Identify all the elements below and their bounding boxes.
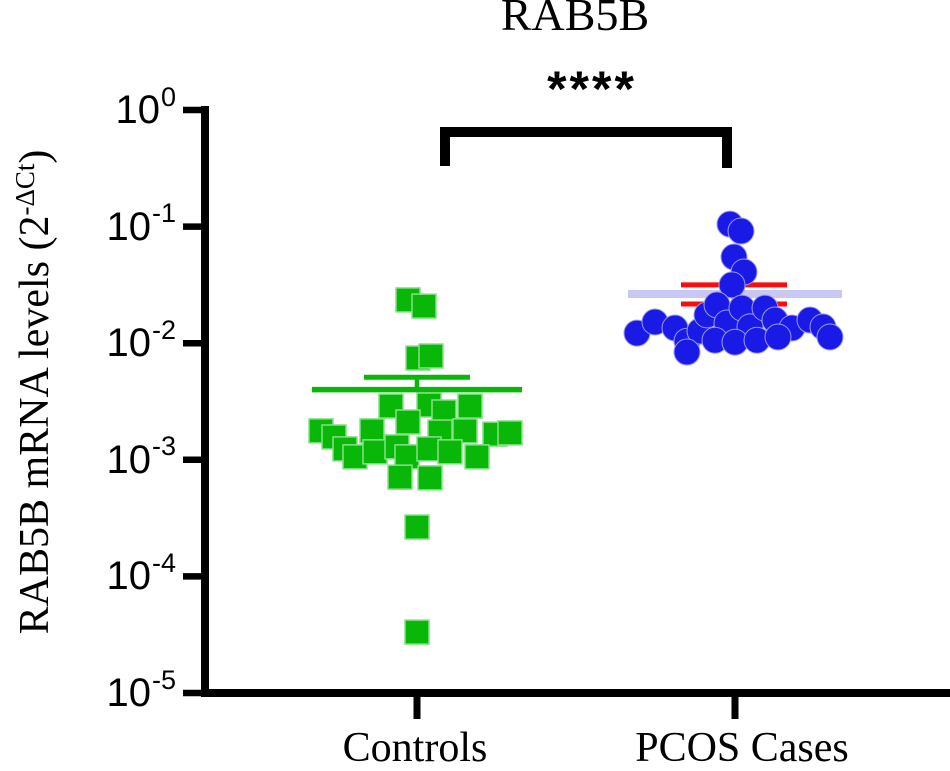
- data-point-controls: [362, 439, 388, 465]
- data-point-controls: [437, 439, 463, 465]
- y-tick-label-10e-3: 10 -3: [106, 431, 176, 482]
- data-point-pcos: [816, 323, 844, 351]
- significance-bracket: [440, 127, 732, 168]
- data-point-controls: [359, 418, 385, 444]
- data-point-pcos: [673, 338, 701, 366]
- y-tick-label-10e-4: 10 -4: [106, 547, 176, 599]
- data-point-pcos: [764, 323, 792, 351]
- data-point-controls: [404, 619, 430, 645]
- data-point-controls: [497, 420, 523, 446]
- data-point-controls: [452, 418, 478, 444]
- y-tick-label-10e-2: 10 -2: [106, 314, 176, 366]
- data-point-controls: [417, 465, 443, 491]
- data-point-controls: [404, 514, 430, 540]
- y-axis-label-superscript: -ΔCt: [10, 163, 40, 216]
- data-point-controls: [457, 393, 483, 419]
- significance-stars: ****: [547, 61, 637, 117]
- chart-title: RAB5B: [500, 0, 650, 40]
- data-point-controls: [387, 464, 413, 490]
- data-point-pcos: [718, 271, 746, 299]
- data-point-controls: [418, 343, 444, 369]
- y-tick-label-10e-5: 10 -5: [106, 664, 176, 715]
- data-point-controls: [411, 293, 437, 319]
- y-axis-label-suffix: ): [12, 149, 58, 164]
- data-point-pcos: [727, 217, 755, 245]
- x-label-pcos-cases: PCOS Cases: [635, 725, 849, 771]
- data-point-controls: [464, 444, 490, 470]
- data-point-controls: [395, 409, 421, 435]
- y-axis-label-text: RAB5B mRNA levels (2: [12, 215, 58, 635]
- data-point-controls: [378, 393, 404, 419]
- y-tick-label-10e-1: 10 -1: [106, 198, 176, 249]
- y-tick-label-10e0: 10 0: [115, 81, 176, 132]
- y-axis-label: RAB5B mRNA levels (2-ΔCt): [7, 72, 63, 712]
- x-label-controls: Controls: [342, 725, 488, 771]
